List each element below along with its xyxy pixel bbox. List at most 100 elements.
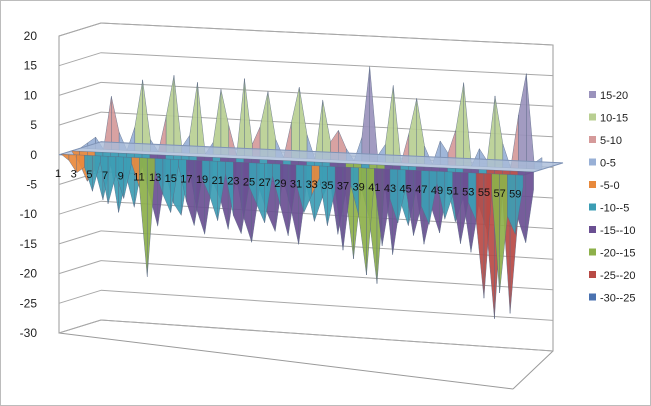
gridline-left	[58, 200, 102, 215]
x-tick-label: 49	[431, 185, 443, 197]
gridline-back	[100, 319, 554, 352]
x-tick-label: 41	[368, 182, 380, 194]
gridline-back	[100, 52, 554, 77]
x-tick-label: 5	[86, 169, 92, 181]
surface-positive-cell	[393, 85, 402, 164]
surface-negative-cell	[460, 172, 469, 244]
z-axis-ticks: 20 15 10 5 0 -5 -10 -15 -20 -25 -30	[20, 29, 38, 340]
surface-positive-cell	[314, 99, 323, 160]
surface-negative-cell	[186, 159, 195, 226]
floor-front-edge	[58, 332, 514, 390]
surface-positive-cell	[361, 66, 370, 162]
surface-positive-cell	[220, 89, 229, 156]
floor-right-edge	[512, 350, 554, 390]
legend-label: -25--20	[600, 270, 635, 282]
x-tick-label: 33	[306, 179, 318, 191]
gridline-back	[100, 289, 554, 321]
surface-front-series	[60, 150, 534, 319]
x-tick-label: 51	[447, 186, 459, 198]
legend: 15-20 10-15 5-10 0-5 -5-0 -10--5 -15--10 -20--1…	[589, 90, 635, 305]
surface-positive-cell	[494, 95, 504, 168]
x-tick-label: 9	[118, 171, 124, 183]
legend-swatch	[589, 203, 596, 211]
gridline-left	[58, 230, 102, 245]
surface-negative-cell	[280, 163, 289, 236]
surface-negative-cell	[525, 171, 534, 243]
z-tick-label: -15	[20, 237, 38, 251]
z-tick-label: -5	[26, 178, 37, 192]
z-tick-label: 15	[24, 59, 38, 73]
surface-negative-cell	[60, 153, 70, 161]
x-tick-label: 11	[133, 171, 144, 183]
legend-swatch	[589, 271, 596, 278]
z-tick-label: 10	[24, 88, 38, 102]
surface-positive-cell	[212, 89, 222, 155]
x-tick-label: 25	[243, 176, 255, 188]
x-tick-label: 55	[478, 187, 490, 199]
surface-positive-cell	[369, 66, 378, 163]
surface-negative-cell	[256, 162, 265, 223]
x-tick-label: 43	[384, 183, 396, 195]
surface-positive-cell	[455, 82, 464, 167]
legend-label: -5-0	[600, 180, 620, 192]
surface-positive-cell	[291, 86, 300, 159]
surface-positive-cell	[518, 73, 527, 169]
z-tick-label: 20	[24, 29, 38, 43]
x-tick-label: 15	[165, 173, 177, 185]
x-tick-label: 57	[494, 188, 506, 200]
gridline-left	[58, 81, 102, 96]
surface-positive-cell	[486, 95, 496, 168]
x-tick-label: 1	[55, 168, 61, 180]
x-tick-label: 19	[196, 174, 208, 186]
x-tick-label: 39	[353, 181, 365, 193]
x-tick-label: 37	[337, 181, 349, 193]
surface-positive-cell	[267, 91, 276, 158]
x-tick-label: 27	[259, 177, 271, 189]
legend-swatch	[589, 113, 596, 121]
surface-negative-cell	[233, 161, 242, 234]
x-tick-label: 53	[462, 186, 474, 198]
x-tick-label: 35	[321, 180, 333, 192]
x-axis-ticks: 1 3 5 7 9 11 13 15 17 19 21 23 25 27 29 31 33 35 37 39 41 43 4…	[55, 168, 521, 201]
surface-negative-cell	[327, 166, 336, 226]
surface-positive-cell	[142, 79, 151, 152]
z-tick-label: -30	[20, 326, 38, 340]
surface-positive-cell	[526, 73, 535, 170]
gridline-back	[100, 81, 554, 107]
x-tick-label: 29	[274, 178, 286, 190]
x-tick-label: 7	[102, 170, 108, 182]
legend-swatch	[589, 226, 596, 233]
legend-swatch	[589, 181, 596, 188]
x-tick-label: 13	[149, 172, 161, 184]
legend-label: -30--25	[600, 293, 635, 305]
gridline-back	[100, 22, 554, 46]
gridline-left	[58, 319, 102, 334]
surface-negative-cell	[515, 174, 524, 235]
surface-positive-cell	[134, 79, 143, 152]
legend-label: -20--15	[600, 248, 635, 260]
x-tick-label: 17	[180, 174, 192, 186]
x-tick-label: 23	[227, 176, 239, 188]
surface-negative-cell	[209, 160, 218, 221]
surface-positive-cell	[322, 99, 331, 160]
gridline-left	[58, 52, 102, 67]
z-tick-label: 0	[30, 148, 37, 162]
x-tick-label: 3	[71, 169, 77, 181]
legend-swatch	[589, 158, 596, 166]
legend-label: 10-15	[600, 113, 628, 125]
z-tick-label: -10	[20, 207, 38, 221]
surface-positive-cell	[259, 91, 269, 158]
gridline-back	[100, 260, 554, 291]
gridline-back	[100, 230, 554, 260]
gridline-left	[58, 22, 102, 37]
legend-label: 15-20	[600, 90, 628, 102]
x-tick-label: 21	[212, 175, 224, 187]
x-tick-label: 31	[290, 179, 302, 191]
surface-positive-cell	[463, 82, 472, 167]
surface-positive-cell	[408, 98, 417, 164]
legend-label: -10--5	[600, 203, 629, 215]
legend-swatch	[589, 136, 596, 143]
z-tick-label: -25	[20, 296, 38, 310]
